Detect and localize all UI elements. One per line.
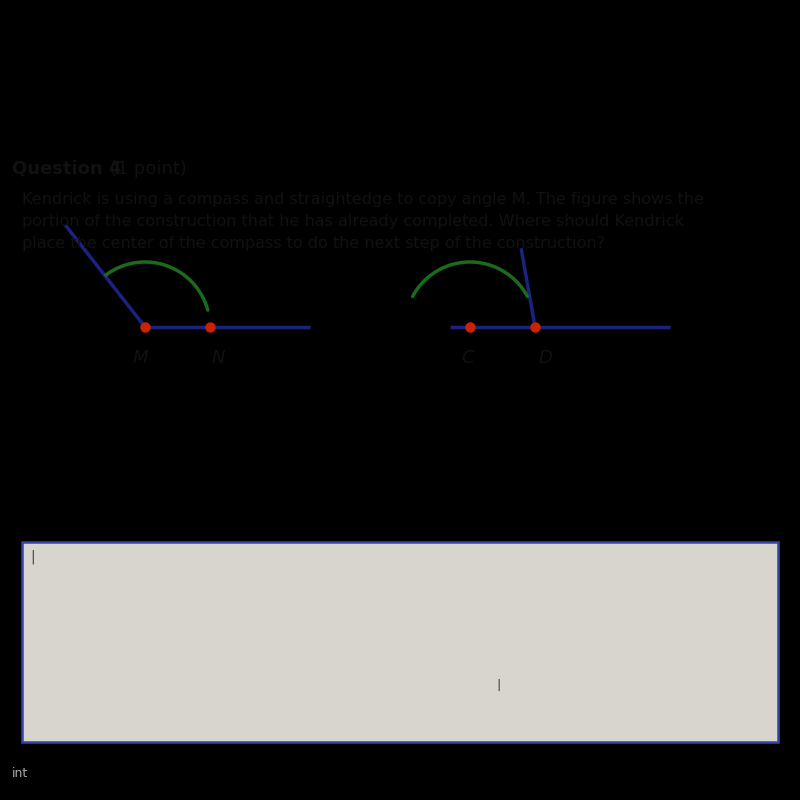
Bar (22, 542, 778, 742)
Text: N: N (211, 349, 225, 367)
Text: Kendrick is using a compass and straightedge to copy angle M. The figure shows t: Kendrick is using a compass and straight… (22, 192, 704, 207)
Text: portion of the construction that he has already completed. Where should Kendrick: portion of the construction that he has … (22, 214, 684, 229)
Text: Question 4: Question 4 (12, 160, 122, 178)
Text: place the center of the compass to do the next step of the construction?: place the center of the compass to do th… (22, 236, 605, 251)
Text: |: | (30, 550, 34, 564)
Text: int: int (12, 766, 28, 780)
Text: I: I (496, 679, 501, 694)
Text: (1 point): (1 point) (104, 160, 187, 178)
Text: D: D (538, 349, 552, 367)
Text: C: C (462, 349, 474, 367)
Text: M: M (132, 349, 148, 367)
